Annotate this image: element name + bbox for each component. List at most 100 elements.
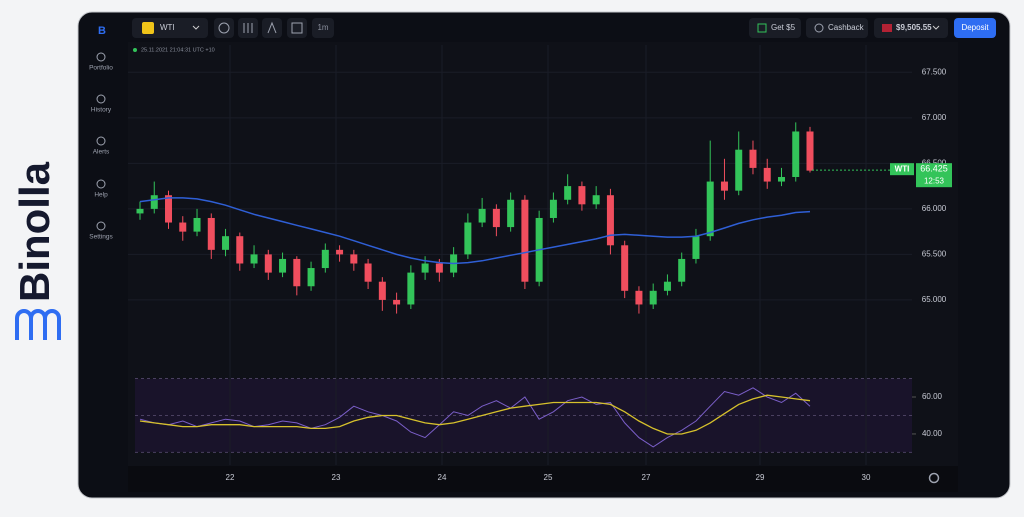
candle-body: [207, 217, 215, 250]
dropdown-arrow: [192, 25, 200, 30]
sidebar-icon[interactable]: [96, 179, 106, 189]
rsi-ma-line: [139, 394, 811, 435]
candle-body: [222, 236, 230, 250]
price-tag: [890, 163, 914, 176]
sidebar-label[interactable]: Portfolio: [89, 65, 113, 72]
timeframe[interactable]: 1m: [317, 23, 328, 32]
balance: $9,505.55: [896, 23, 932, 32]
bonus-button[interactable]: [749, 18, 801, 38]
sidebar-icon[interactable]: [96, 136, 106, 146]
candle-body: [364, 263, 372, 282]
rsi-tick-label: 40.00: [922, 429, 943, 438]
candle-body: [407, 272, 415, 305]
time-axis: [128, 466, 958, 492]
y-tick-label: 65.500: [922, 250, 947, 259]
candle-body: [621, 245, 629, 291]
candle-body: [663, 281, 671, 291]
flag-icon: [882, 24, 892, 32]
cashback-button[interactable]: [806, 18, 868, 38]
sidebar-label[interactable]: Settings: [89, 234, 113, 241]
candle-body: [692, 236, 700, 259]
candle-body: [649, 290, 657, 305]
candle-body: [706, 181, 714, 237]
live-dot: [133, 48, 137, 52]
candle-body: [250, 254, 258, 264]
candle-body: [564, 186, 572, 200]
candle-body: [735, 149, 743, 191]
brand-logo: [15, 309, 61, 340]
gift-icon: [757, 23, 767, 33]
sidebar-icon[interactable]: [96, 221, 106, 231]
candle-body: [678, 258, 686, 282]
x-tick-label: 23: [332, 473, 341, 482]
sidebar-icon[interactable]: [96, 52, 106, 62]
cashback-icon: [814, 23, 824, 33]
candle-body: [136, 208, 144, 214]
sidebar-icon[interactable]: [96, 94, 106, 104]
x-tick-label: 29: [756, 473, 765, 482]
moving-average: [139, 197, 811, 265]
candle-body: [193, 217, 201, 232]
dropdown-arrow: [932, 25, 940, 30]
candle-body: [279, 258, 287, 273]
candle-body: [293, 258, 301, 287]
candle-body: [307, 268, 315, 287]
candle-body: [749, 149, 757, 168]
x-tick-label: 25: [544, 473, 553, 482]
candle-body: [150, 195, 158, 209]
price-tag-timer: 12:53: [924, 176, 945, 185]
x-tick-label: 22: [226, 473, 235, 482]
y-tick-label: 66.000: [922, 204, 947, 213]
deposit-button[interactable]: [954, 18, 996, 38]
candle-body: [393, 299, 401, 305]
brand-name: Binolla: [11, 161, 58, 302]
candle-body: [165, 195, 173, 223]
x-tick-label: 27: [642, 473, 651, 482]
rsi-tick-label: 60.00: [922, 392, 943, 401]
settings-gear[interactable]: [928, 472, 940, 484]
candle-body: [350, 254, 358, 264]
y-tick-label: 67.000: [922, 113, 947, 122]
candle-body: [421, 263, 429, 273]
candle-body: [521, 199, 529, 282]
candle-body: [792, 131, 800, 178]
price-tag-box: [916, 163, 952, 188]
asset-name: WTI: [160, 23, 175, 32]
sidebar-logo[interactable]: B: [98, 25, 106, 37]
candle-body: [592, 195, 600, 205]
rsi-pane: [135, 379, 912, 452]
candle-body: [321, 249, 329, 269]
y-tick-label: 66.500: [922, 158, 947, 167]
candle-body: [378, 281, 386, 300]
bonus-label: Get $5: [771, 23, 796, 32]
price-tag-symbol: WTI: [895, 164, 910, 173]
cashback-label: Cashback: [828, 23, 865, 32]
candle-body: [806, 131, 814, 171]
sidebar-label[interactable]: Help: [94, 192, 108, 199]
candle-body: [435, 263, 443, 273]
x-tick-label: 24: [438, 473, 447, 482]
candle-body: [464, 222, 472, 255]
candle-body: [720, 181, 728, 191]
candle-body: [606, 195, 614, 246]
candle-body: [492, 208, 500, 228]
sidebar-label[interactable]: Alerts: [93, 149, 110, 156]
tool-icons: [218, 21, 303, 34]
y-tick-label: 67.500: [922, 67, 947, 76]
candle-body: [578, 186, 586, 205]
candle-body: [763, 167, 771, 182]
deposit-label: Deposit: [961, 23, 989, 32]
sidebar-label[interactable]: History: [91, 107, 112, 114]
candle-body: [507, 199, 515, 228]
candle-body: [179, 222, 187, 232]
price-tag-value: 66.425: [920, 164, 948, 174]
balance-button[interactable]: [874, 18, 948, 38]
timestamp: 25.11.2021 21:04:31 UTC +10: [141, 47, 215, 53]
candle-body: [549, 199, 557, 218]
candle-body: [264, 254, 272, 273]
candle-body: [777, 177, 785, 182]
candle-body: [336, 249, 344, 255]
candle-body: [635, 290, 643, 305]
